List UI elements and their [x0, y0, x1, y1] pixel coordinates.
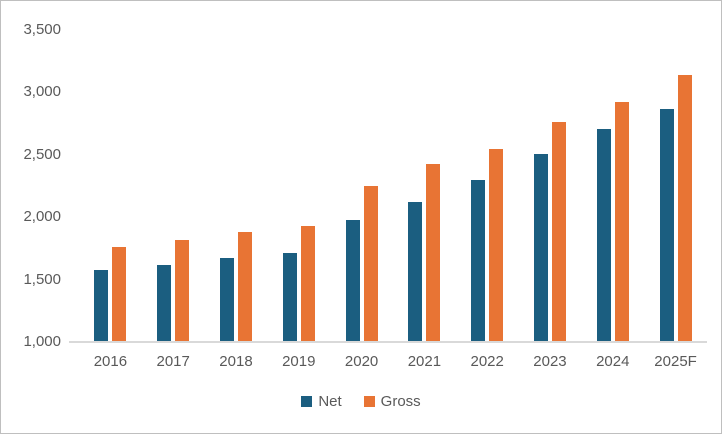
bar-net-2019 — [282, 253, 297, 342]
legend-label: Gross — [380, 393, 421, 410]
y-tick-label: 2,500 — [23, 145, 61, 163]
bar-gross-2021 — [426, 163, 441, 342]
bar-net-2024 — [596, 128, 611, 342]
bar-gross-2025f — [677, 74, 692, 342]
x-tick-label-2025f: 2025F — [654, 353, 697, 370]
legend-swatch-gross — [363, 396, 375, 407]
bar-net-2022 — [471, 179, 486, 342]
bar-gross-2022 — [489, 148, 504, 342]
bar-group-2016 — [79, 30, 142, 342]
bar-gross-2019 — [300, 225, 315, 342]
x-tick-label-2017: 2017 — [156, 353, 190, 370]
legend-label: Net — [318, 393, 342, 410]
x-tick-label-2021: 2021 — [407, 353, 442, 370]
y-tick-label: 1,000 — [23, 333, 61, 350]
bar-group-2023 — [519, 30, 582, 342]
legend-item-net: Net — [301, 393, 342, 410]
bar-gross-2016 — [112, 247, 127, 342]
legend-item-gross: Gross — [363, 393, 421, 410]
x-axis-line — [69, 341, 707, 343]
bar-net-2017 — [157, 264, 172, 342]
bar-net-2020 — [345, 219, 360, 342]
bar-group-2018 — [205, 30, 268, 342]
x-tick-label-2020: 2020 — [344, 353, 379, 370]
x-tick-label-2024: 2024 — [596, 353, 630, 370]
bar-group-2017 — [142, 30, 205, 342]
x-tick-label-2022: 2022 — [470, 353, 504, 370]
bar-net-2025f — [659, 108, 674, 342]
legend-swatch-net — [301, 396, 313, 407]
bar-group-2024 — [581, 30, 644, 342]
x-tick-label-2019: 2019 — [282, 353, 316, 370]
x-tick-label-2023: 2023 — [533, 353, 567, 370]
y-tick-label: 3,500 — [23, 21, 61, 38]
x-axis: 2016 2017 2018 2019 2020 2021 2022 2023 2024 2025… — [79, 353, 707, 371]
bar-gross-2018 — [237, 232, 252, 342]
bar-net-2021 — [408, 202, 423, 342]
bar-net-2018 — [219, 258, 234, 342]
bar-gross-2017 — [175, 239, 190, 342]
y-tick-label: 1,500 — [23, 270, 61, 288]
bar-net-2016 — [94, 269, 109, 342]
x-tick-label-2018: 2018 — [219, 353, 253, 370]
bar-group-2019 — [267, 30, 330, 342]
y-tick-label: 2,000 — [23, 208, 61, 226]
plot-area — [69, 30, 707, 343]
bar-gross-2023 — [551, 122, 566, 342]
y-tick-label: 3,000 — [23, 83, 61, 101]
bar-group-2022 — [456, 30, 519, 342]
bar-gross-2020 — [363, 186, 378, 342]
x-tick-label-2016: 2016 — [93, 353, 128, 370]
y-axis: 1,000 1,500 2,000 2,500 3,000 3,500 — [1, 22, 61, 350]
bar-group-2020 — [330, 30, 393, 342]
bar-group-2021 — [393, 30, 456, 342]
bar-net-2023 — [533, 153, 548, 342]
legend: Net Gross — [1, 393, 721, 410]
bar-group-2025f — [644, 30, 707, 342]
bar-gross-2024 — [614, 102, 629, 342]
